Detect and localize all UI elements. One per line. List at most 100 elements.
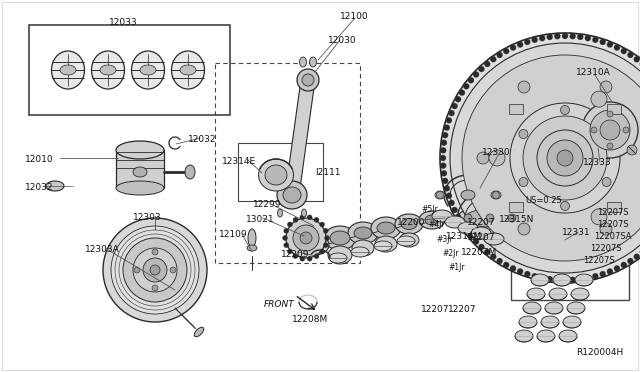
Circle shape <box>486 214 494 222</box>
Ellipse shape <box>300 57 307 67</box>
Circle shape <box>462 55 640 261</box>
Circle shape <box>539 35 545 41</box>
Bar <box>29 25 230 115</box>
Circle shape <box>287 249 292 254</box>
Ellipse shape <box>432 210 452 222</box>
Text: #1Jr: #1Jr <box>448 263 465 272</box>
Text: 12209: 12209 <box>281 250 310 259</box>
Circle shape <box>593 273 598 279</box>
Text: 12315N: 12315N <box>499 215 534 224</box>
Circle shape <box>607 42 613 48</box>
Circle shape <box>518 81 530 93</box>
Circle shape <box>623 127 629 133</box>
Ellipse shape <box>531 274 549 286</box>
Circle shape <box>602 177 611 186</box>
Circle shape <box>300 215 305 220</box>
Circle shape <box>532 37 538 43</box>
Ellipse shape <box>401 218 417 230</box>
Circle shape <box>600 223 612 235</box>
Circle shape <box>497 52 502 58</box>
Ellipse shape <box>567 302 585 314</box>
Circle shape <box>547 276 553 282</box>
Circle shape <box>170 267 176 273</box>
Text: #4Jr: #4Jr <box>428 220 445 229</box>
Bar <box>607 103 621 113</box>
Text: 12207: 12207 <box>448 305 477 314</box>
Circle shape <box>585 35 591 41</box>
Text: 12207S: 12207S <box>597 208 628 217</box>
Circle shape <box>519 177 528 186</box>
Ellipse shape <box>559 330 577 342</box>
Ellipse shape <box>395 214 423 234</box>
Ellipse shape <box>277 181 307 209</box>
Ellipse shape <box>324 226 356 250</box>
Ellipse shape <box>329 253 347 263</box>
Ellipse shape <box>348 222 378 244</box>
Text: R120004H: R120004H <box>576 348 623 357</box>
Text: #3Jr: #3Jr <box>436 235 452 244</box>
Circle shape <box>554 33 561 39</box>
Circle shape <box>570 277 575 283</box>
Ellipse shape <box>46 181 64 191</box>
Text: FRONT: FRONT <box>264 300 295 309</box>
Circle shape <box>562 277 568 283</box>
Circle shape <box>477 152 489 164</box>
Circle shape <box>293 225 319 251</box>
Ellipse shape <box>445 216 465 228</box>
Circle shape <box>593 37 598 43</box>
Circle shape <box>324 235 330 241</box>
Circle shape <box>585 275 591 281</box>
Text: 12032: 12032 <box>25 183 54 192</box>
Circle shape <box>600 39 605 45</box>
Circle shape <box>440 147 446 153</box>
Circle shape <box>503 262 509 268</box>
Ellipse shape <box>377 222 395 234</box>
Circle shape <box>134 267 140 273</box>
Circle shape <box>284 228 289 233</box>
Circle shape <box>508 214 516 222</box>
Text: 12330: 12330 <box>482 148 511 157</box>
Circle shape <box>547 140 583 176</box>
Circle shape <box>446 117 452 123</box>
Circle shape <box>463 83 469 89</box>
Ellipse shape <box>330 231 350 245</box>
Text: 12303: 12303 <box>133 213 162 222</box>
Circle shape <box>103 218 207 322</box>
Circle shape <box>561 106 570 115</box>
Ellipse shape <box>116 141 164 159</box>
Ellipse shape <box>399 233 419 247</box>
Ellipse shape <box>419 211 445 229</box>
Circle shape <box>510 103 620 213</box>
Bar <box>116 150 164 188</box>
Text: 12109: 12109 <box>219 230 248 239</box>
Circle shape <box>634 56 640 62</box>
Ellipse shape <box>185 165 195 179</box>
Text: #5Jr: #5Jr <box>421 205 438 214</box>
Circle shape <box>444 185 450 191</box>
Ellipse shape <box>371 217 401 239</box>
Circle shape <box>473 71 479 77</box>
Circle shape <box>123 238 187 302</box>
Circle shape <box>607 111 613 117</box>
Circle shape <box>307 215 312 220</box>
Circle shape <box>614 265 620 272</box>
Circle shape <box>607 143 613 149</box>
Ellipse shape <box>247 245 257 251</box>
Circle shape <box>452 207 458 213</box>
Circle shape <box>627 52 634 58</box>
Circle shape <box>634 254 640 260</box>
Ellipse shape <box>310 57 317 67</box>
Circle shape <box>293 254 298 259</box>
Ellipse shape <box>283 187 301 203</box>
Ellipse shape <box>248 229 256 247</box>
Ellipse shape <box>297 69 319 91</box>
Text: 12207: 12207 <box>421 305 449 314</box>
Circle shape <box>627 258 634 264</box>
Circle shape <box>286 218 326 258</box>
Circle shape <box>463 227 469 233</box>
Circle shape <box>561 202 570 211</box>
Text: l2111: l2111 <box>315 168 340 177</box>
Circle shape <box>557 150 573 166</box>
Circle shape <box>152 285 158 291</box>
Ellipse shape <box>265 165 287 185</box>
